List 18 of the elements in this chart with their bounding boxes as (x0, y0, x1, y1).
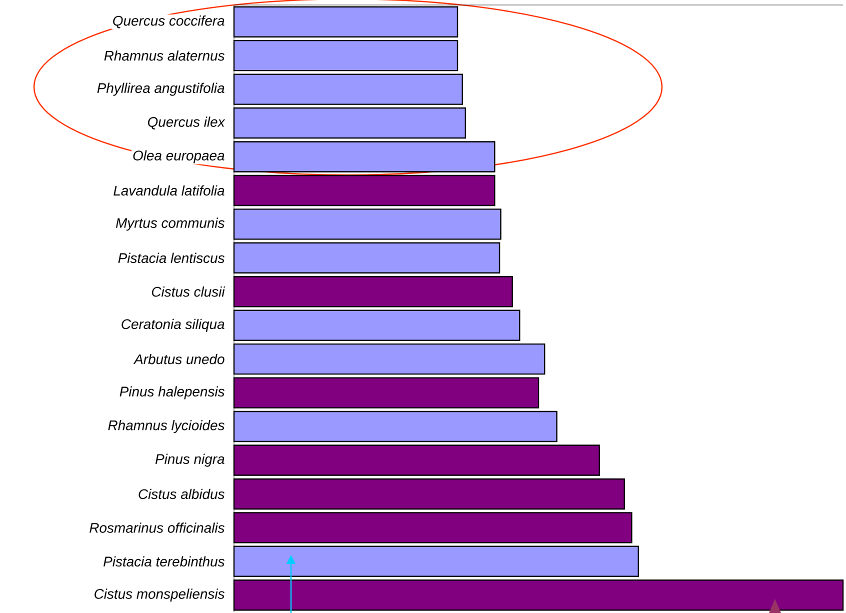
y-tick-label: Cistus clusii (152, 286, 226, 297)
y-tick-label: Cistus monspeliensis (94, 588, 224, 602)
y-tick-label: Pistacia lentiscus (118, 252, 224, 264)
y-tick-label: Lavandula latifolia (114, 185, 224, 196)
y-tick-label: Rhamnus alaternus (104, 50, 224, 61)
y-tick-label: Quercus ilex (148, 116, 226, 130)
y-tick-label: Rhamnus lycioides (108, 420, 224, 434)
y-tick-label: Rosmarinus officinalis (90, 522, 224, 533)
y-tick-label: Pinus halepensis (120, 386, 224, 400)
y-tick-label: Cistus albidus (138, 488, 224, 500)
y-tick-label: Quercus coccifera (113, 15, 224, 28)
y-tick-label: Pinus nigra (155, 454, 224, 467)
y-tick-label: Ceratonia siliqua (122, 318, 224, 332)
y-tick-label: Myrtus communis (116, 218, 224, 231)
y-tick-label: Phyllirea angustifolia (97, 82, 224, 96)
y-tick-label: Arbutus unedo (133, 354, 224, 364)
y-tick-label: Olea europaea (133, 150, 224, 164)
y-tick-label: Pistacia terebinthus (104, 556, 224, 567)
